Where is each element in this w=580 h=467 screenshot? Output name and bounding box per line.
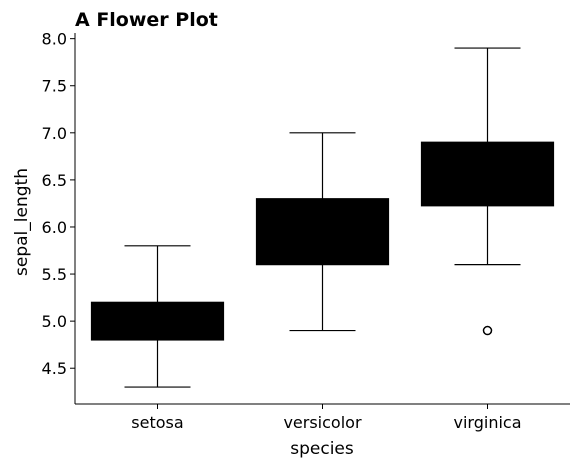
box-virginica [420, 47, 555, 336]
iqr-box [420, 141, 555, 207]
chart-title: A Flower Plot [75, 9, 218, 31]
x-tick-label: setosa [131, 413, 183, 432]
x-axis: setosa versicolor virginica [75, 403, 570, 432]
y-tick-label: 5.5 [42, 265, 67, 284]
y-tick-label: 6.0 [42, 218, 67, 237]
y-axis-label: sepal_length [12, 168, 32, 276]
y-axis: 4.5 5.0 5.5 6.0 6.5 7.0 7.5 8.0 [42, 30, 76, 404]
box-setosa [90, 245, 225, 388]
y-tick-label: 4.5 [42, 359, 67, 378]
y-tick-label: 6.5 [42, 171, 67, 190]
x-axis-label: species [290, 439, 354, 459]
y-tick-label: 8.0 [42, 30, 67, 49]
x-tick-label: virginica [454, 413, 522, 432]
box-versicolor [255, 132, 390, 332]
y-tick-label: 7.0 [42, 124, 67, 143]
iqr-box [255, 198, 390, 266]
plot-area [90, 47, 555, 388]
x-tick-label: versicolor [283, 413, 361, 432]
y-tick-label: 7.5 [42, 77, 67, 96]
y-tick-label: 5.0 [42, 312, 67, 331]
outlier-point [482, 325, 493, 336]
